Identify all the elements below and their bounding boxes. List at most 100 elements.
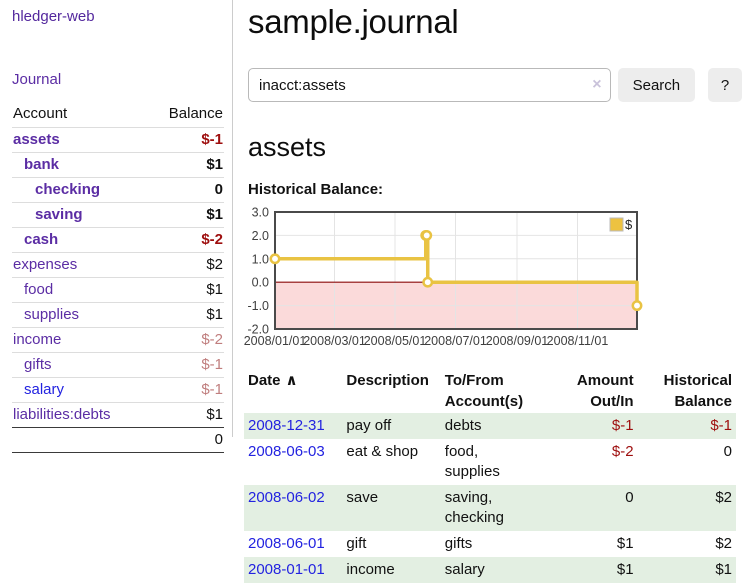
account-row: food $1 [12,277,224,302]
account-link-saving[interactable]: saving [35,206,83,223]
historical-balance-chart[interactable]: 3.0 2.0 1.0 0.0 -1.0 -2.0 2008/01/01 2008/03/01… [244,206,664,352]
account-row: liabilities:debts $1 [12,402,224,427]
account-link-assets[interactable]: assets [13,131,60,148]
account-column-header: Account [13,105,68,122]
accounts-rows: assets $-1 bank $1 checking 0 saving $1 cash $-2 e… [12,127,224,427]
account-row: assets $-1 [12,127,224,152]
account-balance: $-2 [201,231,223,248]
balance-cell: $1 [715,561,732,578]
accounts-total-row: 0 [12,427,224,453]
search-box: × [248,68,611,102]
register-table: Date ∧ Description To/From Account(s) Amount O… [244,369,736,583]
date-cell: 2008-01-01 [244,557,342,583]
date-cell: 2008-06-03 [244,439,342,485]
x-tick-label: 2008/03/01 [303,334,366,348]
header-label: Description [346,372,429,389]
register-row[interactable]: 2008-06-02 save saving, checking 0 $2 [244,485,736,531]
account-link-checking[interactable]: checking [35,181,101,198]
search-button[interactable]: Search [617,68,696,102]
transaction-date-link[interactable]: 2008-06-01 [248,535,325,552]
description-cell: save [346,489,379,506]
transaction-date-link[interactable]: 2008-01-01 [248,561,325,578]
account-row: saving $1 [12,202,224,227]
y-tick-label: 0.0 [252,276,269,290]
account-link-cash[interactable]: cash [24,231,59,248]
help-button[interactable]: ? [708,68,742,102]
date-cell: 2008-06-02 [244,485,342,531]
register-row[interactable]: 2008-12-31 pay off debts $-1 $-1 [244,413,736,439]
register-row[interactable]: 2008-06-01 gift gifts $1 $2 [244,531,736,557]
y-tick-label: 3.0 [252,206,269,220]
account-balance: $-1 [201,356,223,373]
chart-title: Historical Balance: [248,181,384,198]
account-balance: $1 [206,156,223,173]
brand-link[interactable]: hledger-web [12,8,95,25]
sidebar: hledger-web Journal Account Balance asse… [0,0,233,453]
data-point-marker [631,300,643,312]
legend-swatch [609,217,624,232]
account-balance: $2 [206,256,223,273]
amount-cell: $-2 [611,443,634,460]
transaction-date-link[interactable]: 2008-12-31 [248,417,325,434]
balance-cell: $2 [715,535,732,552]
transaction-date-link[interactable]: 2008-06-02 [248,489,325,506]
sidebar-item-journal[interactable]: Journal [12,71,62,88]
register-column-header-historical: Historical Balance [638,369,736,413]
account-link-income[interactable]: income [13,331,62,348]
account-link-expenses[interactable]: expenses [13,256,78,273]
account-heading: assets [248,132,327,162]
account-balance: $1 [206,281,223,298]
account-row: salary $-1 [12,377,224,402]
account-balance: $1 [206,206,223,223]
account-row: income $-2 [12,327,224,352]
account-row: expenses $2 [12,252,224,277]
register-column-header-to-from: To/From Account(s) [441,369,539,413]
transaction-date-link[interactable]: 2008-06-03 [248,443,325,460]
clear-search-icon[interactable]: × [592,76,602,93]
search-input[interactable] [248,68,611,102]
page-title: sample.journal [248,3,459,40]
account-row: supplies $1 [12,302,224,327]
accounts-table-header: Account Balance [12,101,224,127]
amount-cell: $-1 [611,417,634,434]
data-point-marker [422,276,434,288]
account-link-food[interactable]: food [24,281,54,298]
account-balance: $-1 [201,131,223,148]
account-link-supplies[interactable]: supplies [24,306,80,323]
balance-cell: $2 [715,489,732,506]
account-row: bank $1 [12,152,224,177]
account-link-bank[interactable]: bank [24,156,60,173]
account-link-liabilities-debts[interactable]: liabilities:debts [13,406,111,423]
account-link-gifts[interactable]: gifts [24,356,52,373]
data-point-marker [421,229,433,241]
accounts-cell: gifts [444,535,473,552]
account-link-salary[interactable]: salary [24,381,65,398]
register-row[interactable]: 2008-06-03 eat & shop food, supplies $-2 0 [244,439,736,485]
x-tick-label: 2008/07/01 [424,334,487,348]
y-tick-label: -2.0 [247,323,269,337]
plot-border [274,211,638,330]
register-column-header-date[interactable]: Date ∧ [244,369,342,413]
account-balance: $-2 [201,331,223,348]
description-cell: eat & shop [346,443,419,460]
data-point-marker [269,253,281,265]
balance-cell: $-1 [710,417,732,434]
search-form: × Search ? [248,68,742,102]
account-row: cash $-2 [12,227,224,252]
header-label: Balance [674,393,732,410]
accounts-table: Account Balance assets $-1 bank $1 checking 0… [12,101,224,453]
register-column-header-amount: Amount Out/In [539,369,637,413]
accounts-cell: salary [444,561,485,578]
x-tick-label: 2008/01/01 [244,334,307,348]
header-label: Out/In [590,393,634,410]
register-row[interactable]: 2008-01-01 income salary $1 $1 [244,557,736,583]
description-cell: income [346,561,395,578]
x-tick-label: 2008/11/01 [547,334,609,348]
account-balance: 0 [214,181,223,198]
x-tick-label: 2008/05/01 [364,334,427,348]
header-label: Date [248,372,281,389]
chart-svg: 3.0 2.0 1.0 0.0 -1.0 -2.02008/01/012008/03/01… [244,206,643,348]
balance-column-header: Balance [168,105,223,122]
date-cell: 2008-06-01 [244,531,342,557]
header-label: To/From [444,372,504,389]
